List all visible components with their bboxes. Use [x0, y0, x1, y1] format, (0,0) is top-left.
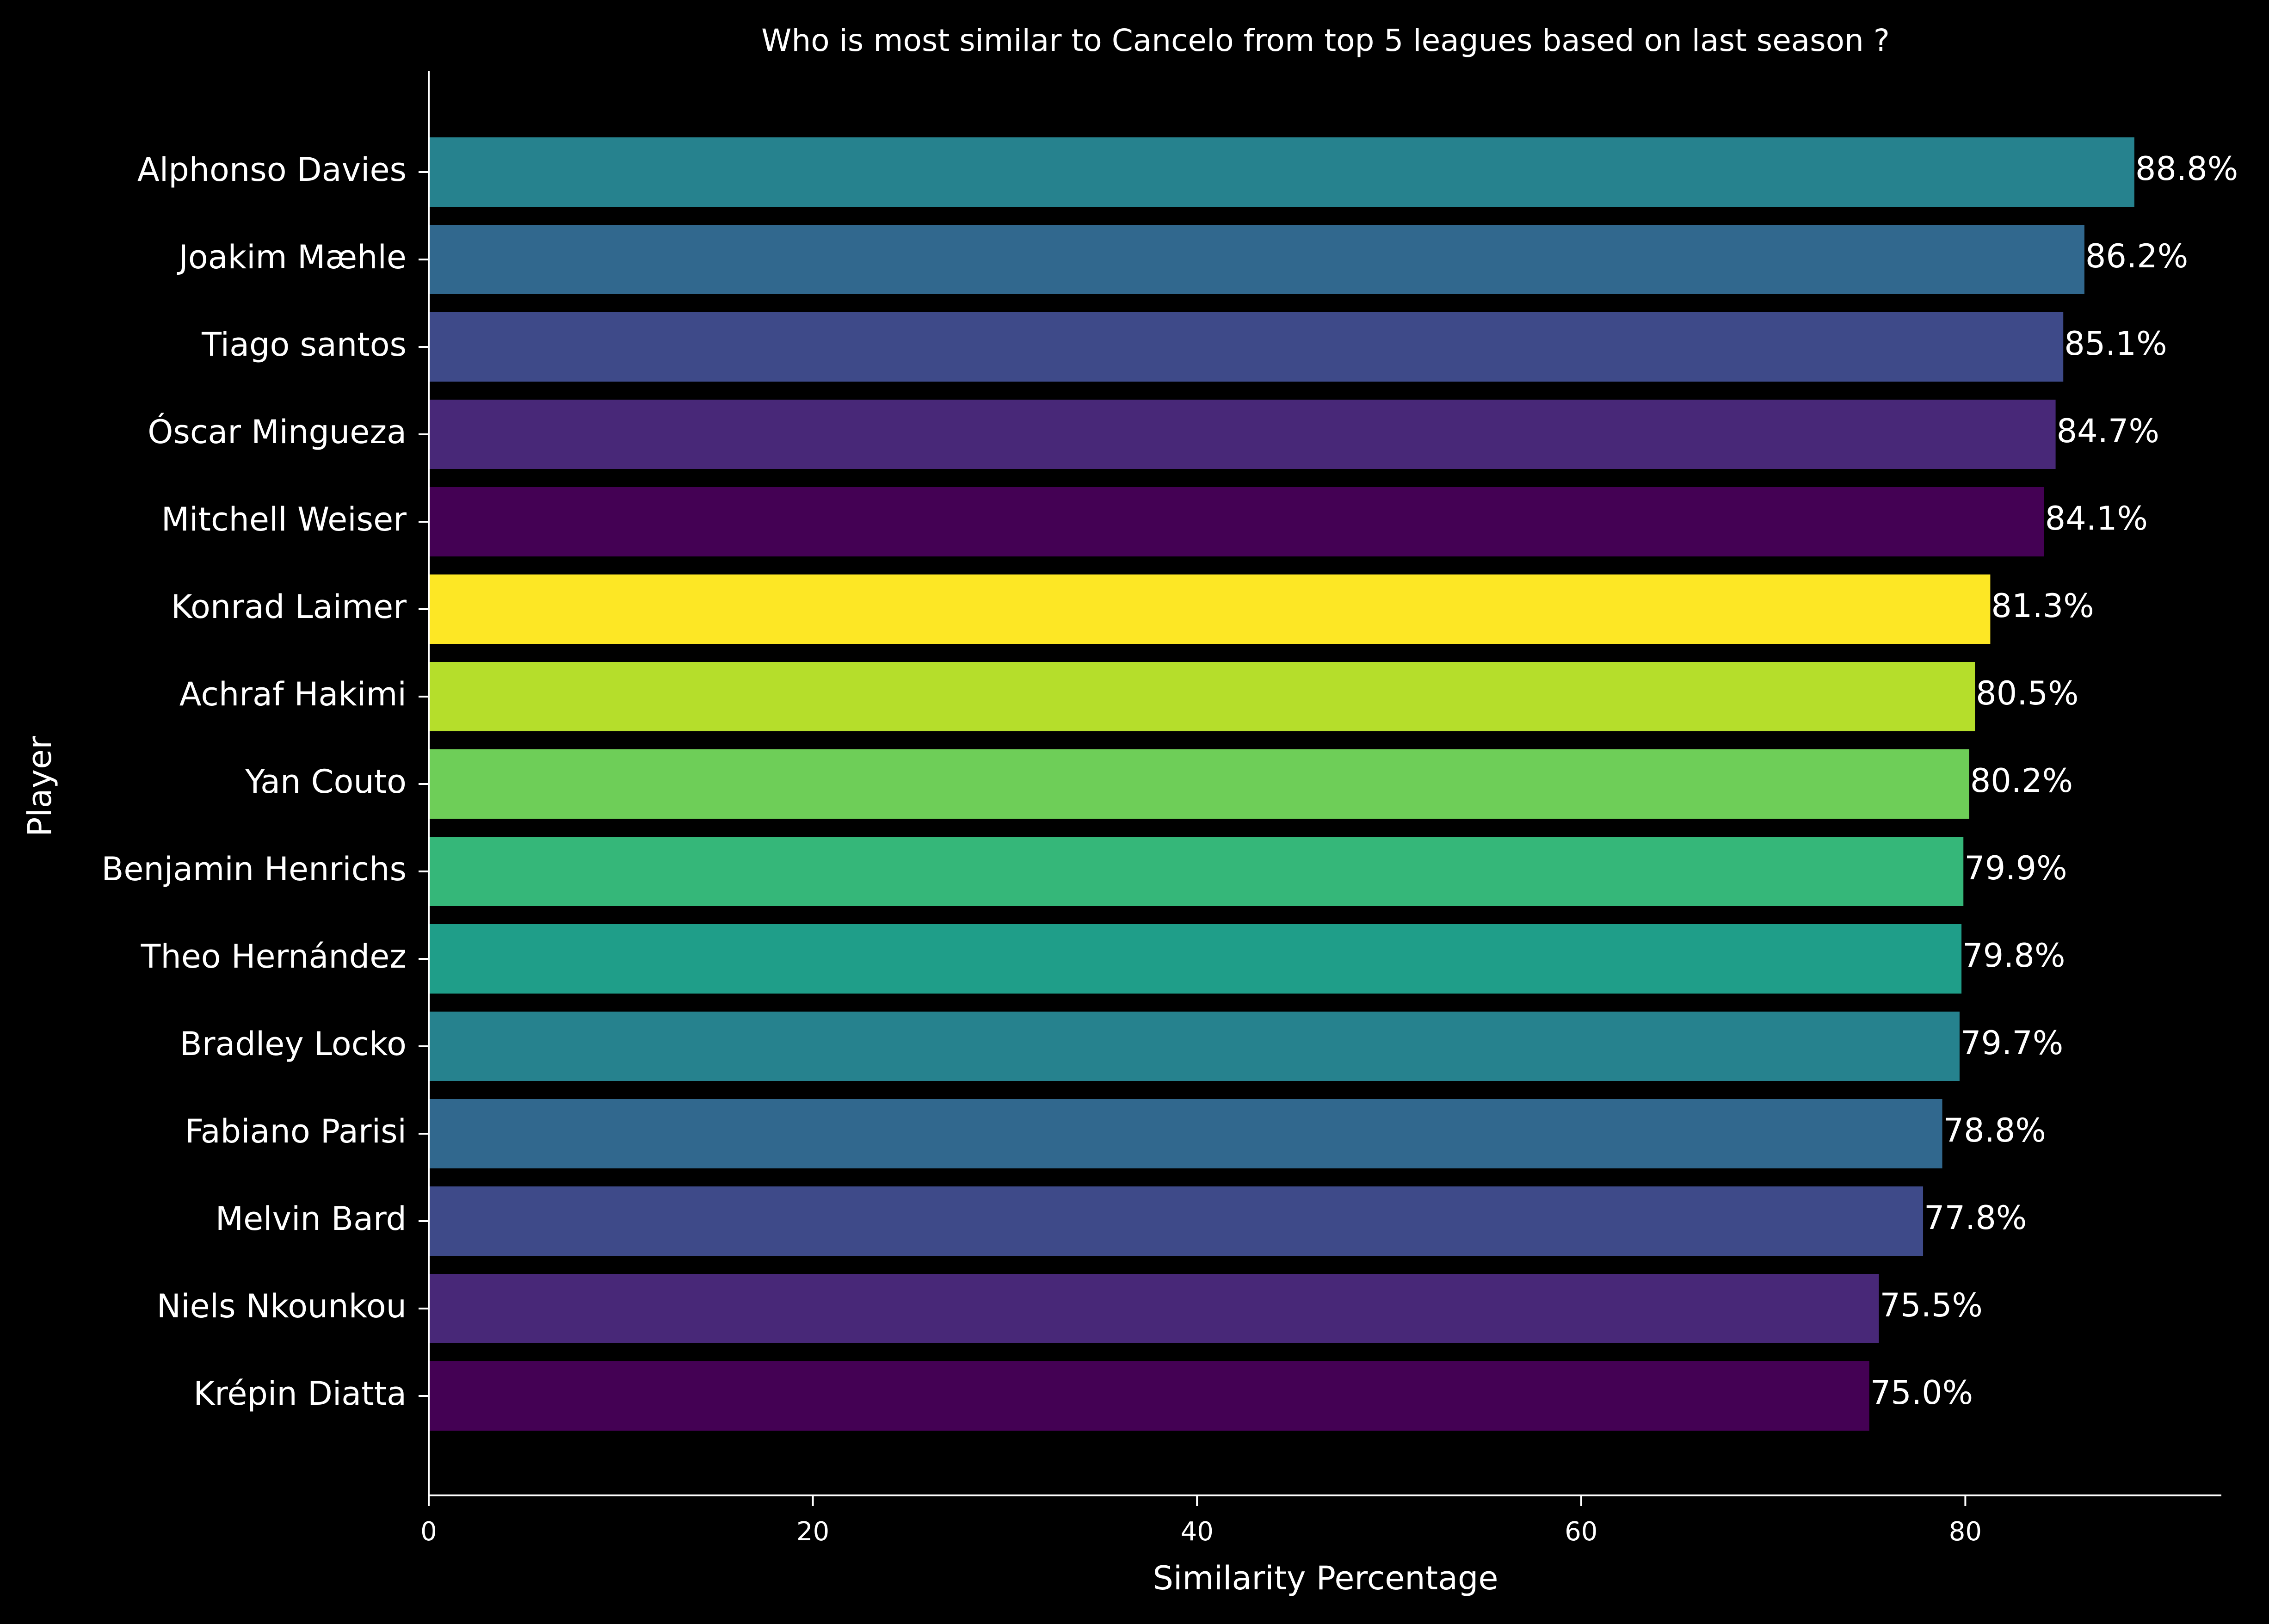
chart-title: Who is most similar to Cancelo from top …: [761, 23, 1890, 58]
data-label-fabiano-parisi: 78.8%: [1943, 1111, 2046, 1149]
x-tick-label-60: 60: [1565, 1517, 1597, 1547]
y-tick-label-joakim-maehle: Joakim Mæhle: [177, 238, 407, 276]
y-tick-label-achraf-hakimi: Achraf Hakimi: [179, 675, 407, 713]
y-tick-label-alphonso-davies: Alphonso Davies: [137, 151, 407, 189]
y-tick-label-oscar-mingueza: Óscar Mingueza: [148, 413, 407, 451]
bar-krepin-diatta: [429, 1361, 1869, 1431]
bar-mitchell-weiser: [429, 487, 2044, 556]
y-tick-label-niels-nkounkou: Niels Nkounkou: [157, 1287, 407, 1325]
data-label-melvin-bard: 77.8%: [1924, 1199, 2027, 1237]
y-tick-label-konrad-laimer: Konrad Laimer: [171, 588, 407, 626]
data-label-alphonso-davies: 88.8%: [2135, 150, 2238, 188]
bar-fabiano-parisi: [429, 1099, 1942, 1168]
y-tick-label-melvin-bard: Melvin Bard: [216, 1200, 407, 1238]
x-axis-label: Similarity Percentage: [1153, 1559, 1498, 1597]
y-tick-label-theo-hernandez: Theo Hernández: [141, 938, 407, 976]
bar-yan-couto: [429, 749, 1969, 819]
y-tick-label-mitchell-weiser: Mitchell Weiser: [161, 500, 407, 538]
x-tick-label-40: 40: [1181, 1517, 1214, 1547]
bar-bradley-locko: [429, 1012, 1960, 1081]
bar-konrad-laimer: [429, 574, 1991, 644]
bar-alphonso-davies: [429, 137, 2134, 207]
data-label-mitchell-weiser: 84.1%: [2045, 500, 2148, 537]
bar-achraf-hakimi: [429, 662, 1975, 731]
bar-melvin-bard: [429, 1186, 1924, 1256]
y-tick-label-tiago-santos: Tiago santos: [201, 326, 407, 364]
y-tick-labels-group: Alphonso Davies Joakim Mæhle Tiago santos Ó…: [101, 151, 429, 1413]
x-tick-label-20: 20: [796, 1517, 829, 1547]
y-tick-label-benjamin-henrichs: Benjamin Henrichs: [101, 850, 407, 888]
data-label-bradley-locko: 79.7%: [1961, 1024, 2063, 1062]
data-label-niels-nkounkou: 75.5%: [1880, 1286, 1983, 1324]
x-tick-labels-group: 0 20 40 60 80: [420, 1495, 1982, 1547]
x-tick-label-0: 0: [420, 1517, 437, 1547]
bar-joakim-maehle: [429, 225, 2084, 294]
y-tick-label-bradley-locko: Bradley Locko: [180, 1025, 407, 1063]
y-tick-label-yan-couto: Yan Couto: [245, 763, 407, 801]
data-label-achraf-hakimi: 80.5%: [1976, 674, 2078, 712]
data-label-theo-hernandez: 79.8%: [1962, 937, 2065, 975]
data-label-konrad-laimer: 81.3%: [1991, 587, 2094, 625]
x-tick-label-80: 80: [1949, 1517, 1982, 1547]
data-label-joakim-maehle: 86.2%: [2085, 237, 2188, 275]
data-label-yan-couto: 80.2%: [1970, 762, 2073, 800]
bar-theo-hernandez: [429, 924, 1962, 994]
data-labels-group: 88.8% 86.2% 85.1% 84.7% 84.1% 81.3% 80.5% 80.2%…: [1870, 150, 2238, 1412]
bar-niels-nkounkou: [429, 1274, 1879, 1343]
y-tick-label-krepin-diatta: Krépin Diatta: [193, 1375, 407, 1413]
y-axis-label: Player: [21, 736, 59, 837]
data-label-krepin-diatta: 75.0%: [1870, 1374, 1973, 1412]
data-label-tiago-santos: 85.1%: [2064, 325, 2167, 363]
y-tick-label-fabiano-parisi: Fabiano Parisi: [185, 1112, 407, 1150]
bar-benjamin-henrichs: [429, 837, 1964, 906]
bars-group: [429, 137, 2134, 1431]
bar-tiago-santos: [429, 312, 2064, 382]
bar-oscar-mingueza: [429, 400, 2056, 469]
data-label-oscar-mingueza: 84.7%: [2057, 412, 2159, 450]
data-label-benjamin-henrichs: 79.9%: [1964, 849, 2067, 887]
